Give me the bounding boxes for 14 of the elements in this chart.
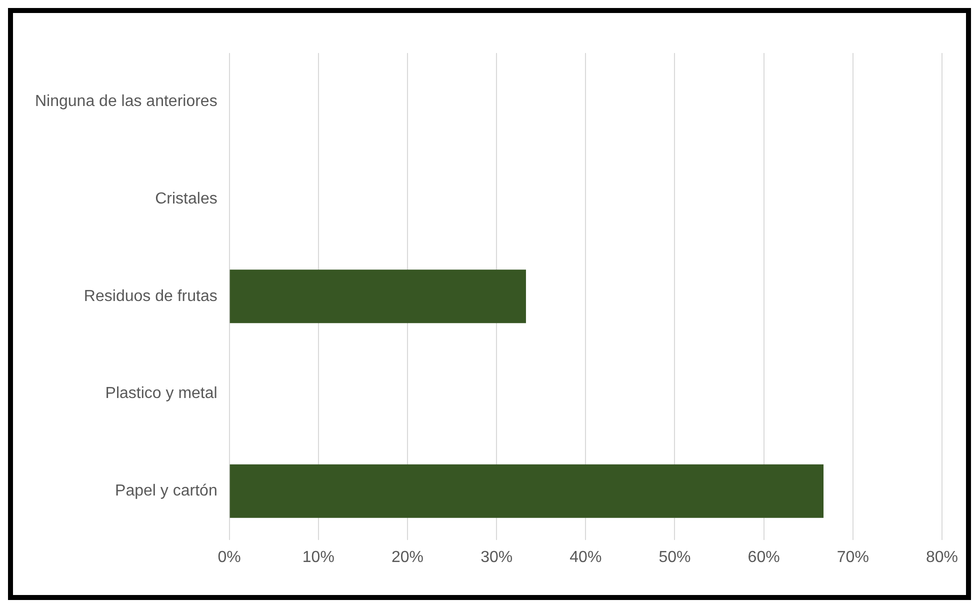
x-tick-label: 0%: [218, 548, 241, 566]
x-tick-label: 50%: [658, 548, 691, 566]
x-tick-label: 10%: [302, 548, 334, 566]
y-tick-label: Residuos de frutas: [84, 288, 218, 305]
y-tick-label: Plastico y metal: [105, 385, 218, 402]
y-tick-label: Papel y cartón: [115, 482, 218, 500]
y-tick-label: Ninguna de las anteriores: [34, 93, 218, 110]
x-tick-label: 20%: [391, 548, 424, 566]
x-tick-label: 70%: [836, 548, 869, 566]
x-tick-label: 40%: [570, 548, 602, 566]
y-tick-label: Cristales: [155, 190, 218, 208]
x-tick-label: 80%: [926, 548, 958, 566]
x-tick-label: 60%: [748, 548, 780, 566]
x-tick-label: 30%: [480, 548, 513, 566]
